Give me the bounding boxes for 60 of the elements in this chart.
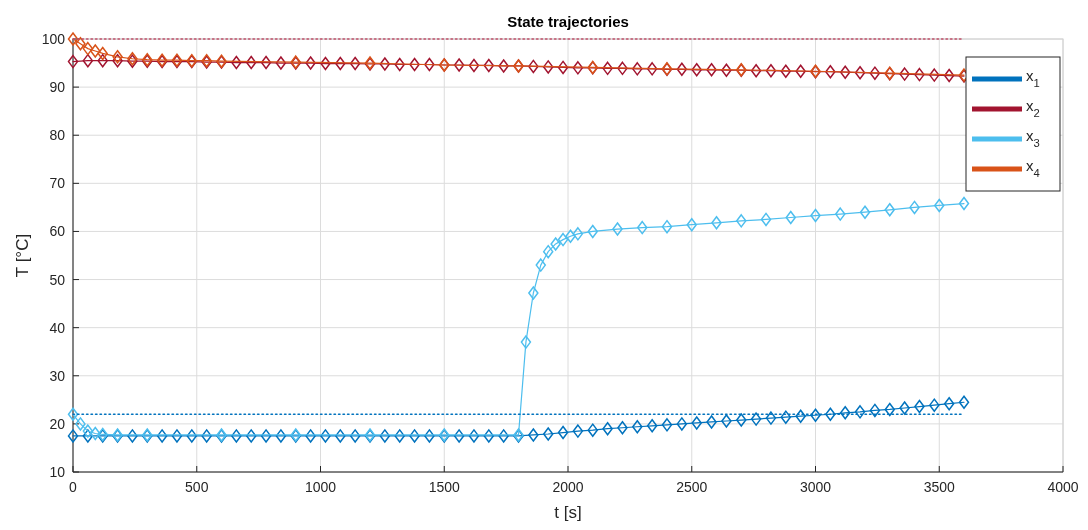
x-axis-title: t [s]	[554, 503, 582, 522]
y-tick-label: 90	[49, 79, 66, 96]
point	[686, 217, 697, 232]
legend-label: x$_{1}$	[1026, 67, 1040, 89]
point	[835, 207, 846, 221]
x-tick-label: 4000	[1047, 479, 1079, 495]
point	[884, 203, 895, 217]
y-tick-label: 50	[49, 271, 66, 288]
x-tick-label: 3500	[923, 479, 956, 495]
point	[711, 216, 722, 230]
legend-label: x$_{2}$	[1026, 97, 1040, 119]
point	[612, 222, 623, 236]
point	[75, 37, 86, 51]
point	[810, 208, 821, 223]
point	[82, 41, 94, 56]
point	[535, 258, 547, 272]
point	[909, 200, 920, 215]
point	[550, 237, 561, 251]
chart-title: State trajectories	[507, 13, 629, 30]
point	[760, 212, 772, 227]
point	[565, 229, 576, 244]
y-tick-label: 30	[49, 367, 66, 384]
point	[90, 44, 101, 58]
point	[67, 32, 79, 46]
y-tick-label: 80	[49, 127, 66, 144]
x-tick-label: 500	[185, 479, 209, 495]
y-axis-title: T [°C]	[13, 233, 32, 278]
legend-label: x$_{3}$	[1026, 127, 1040, 149]
x-tick-label: 1000	[304, 479, 337, 495]
y-tick-label: 40	[49, 319, 66, 336]
legend-label: x$_{4}$	[1026, 157, 1040, 179]
point	[75, 417, 86, 431]
point	[520, 335, 532, 349]
x-tick-label: 2000	[552, 479, 584, 495]
y-tick-label: 20	[49, 415, 66, 432]
x-tick-label: 2500	[676, 479, 708, 495]
y-tick-label: 10	[49, 464, 66, 480]
point	[958, 196, 970, 211]
point	[112, 50, 123, 64]
point	[661, 219, 673, 234]
point	[736, 214, 747, 228]
point	[90, 426, 101, 441]
x-tick-label: 1500	[428, 479, 461, 495]
y-tick-label: 100	[41, 31, 66, 47]
y-tick-label: 60	[49, 223, 66, 240]
point	[637, 220, 648, 235]
point	[859, 205, 871, 219]
x-tick-label: 3000	[799, 479, 832, 495]
point	[97, 46, 108, 61]
point	[572, 227, 584, 241]
point	[528, 286, 539, 300]
point	[557, 232, 569, 247]
x-tick-label: 0	[69, 479, 78, 495]
point	[587, 224, 598, 239]
point	[542, 244, 554, 259]
point	[785, 210, 796, 225]
point	[82, 424, 94, 438]
point	[934, 198, 945, 213]
y-tick-label: 70	[49, 175, 66, 192]
point	[67, 407, 79, 422]
